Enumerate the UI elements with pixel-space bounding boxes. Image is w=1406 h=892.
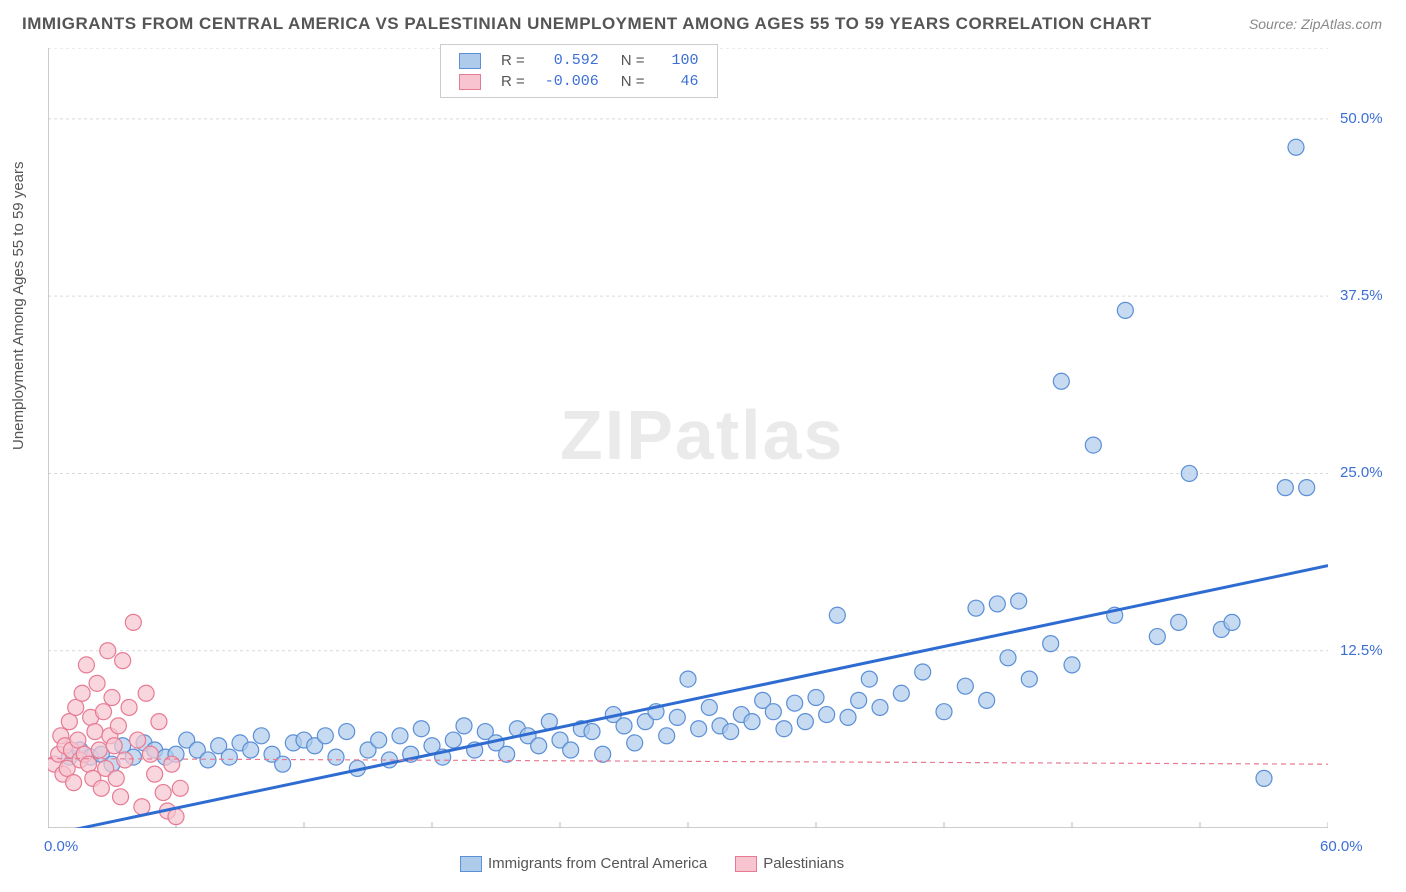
scatter-plot: [48, 48, 1328, 828]
y-axis-label: Unemployment Among Ages 55 to 59 years: [10, 161, 27, 450]
series-legend: Immigrants from Central AmericaPalestini…: [460, 855, 872, 872]
chart-title: IMMIGRANTS FROM CENTRAL AMERICA VS PALES…: [22, 14, 1152, 34]
stats-legend: R =0.592N =100R =-0.006N =46: [440, 44, 718, 98]
source-attribution: Source: ZipAtlas.com: [1249, 16, 1382, 32]
